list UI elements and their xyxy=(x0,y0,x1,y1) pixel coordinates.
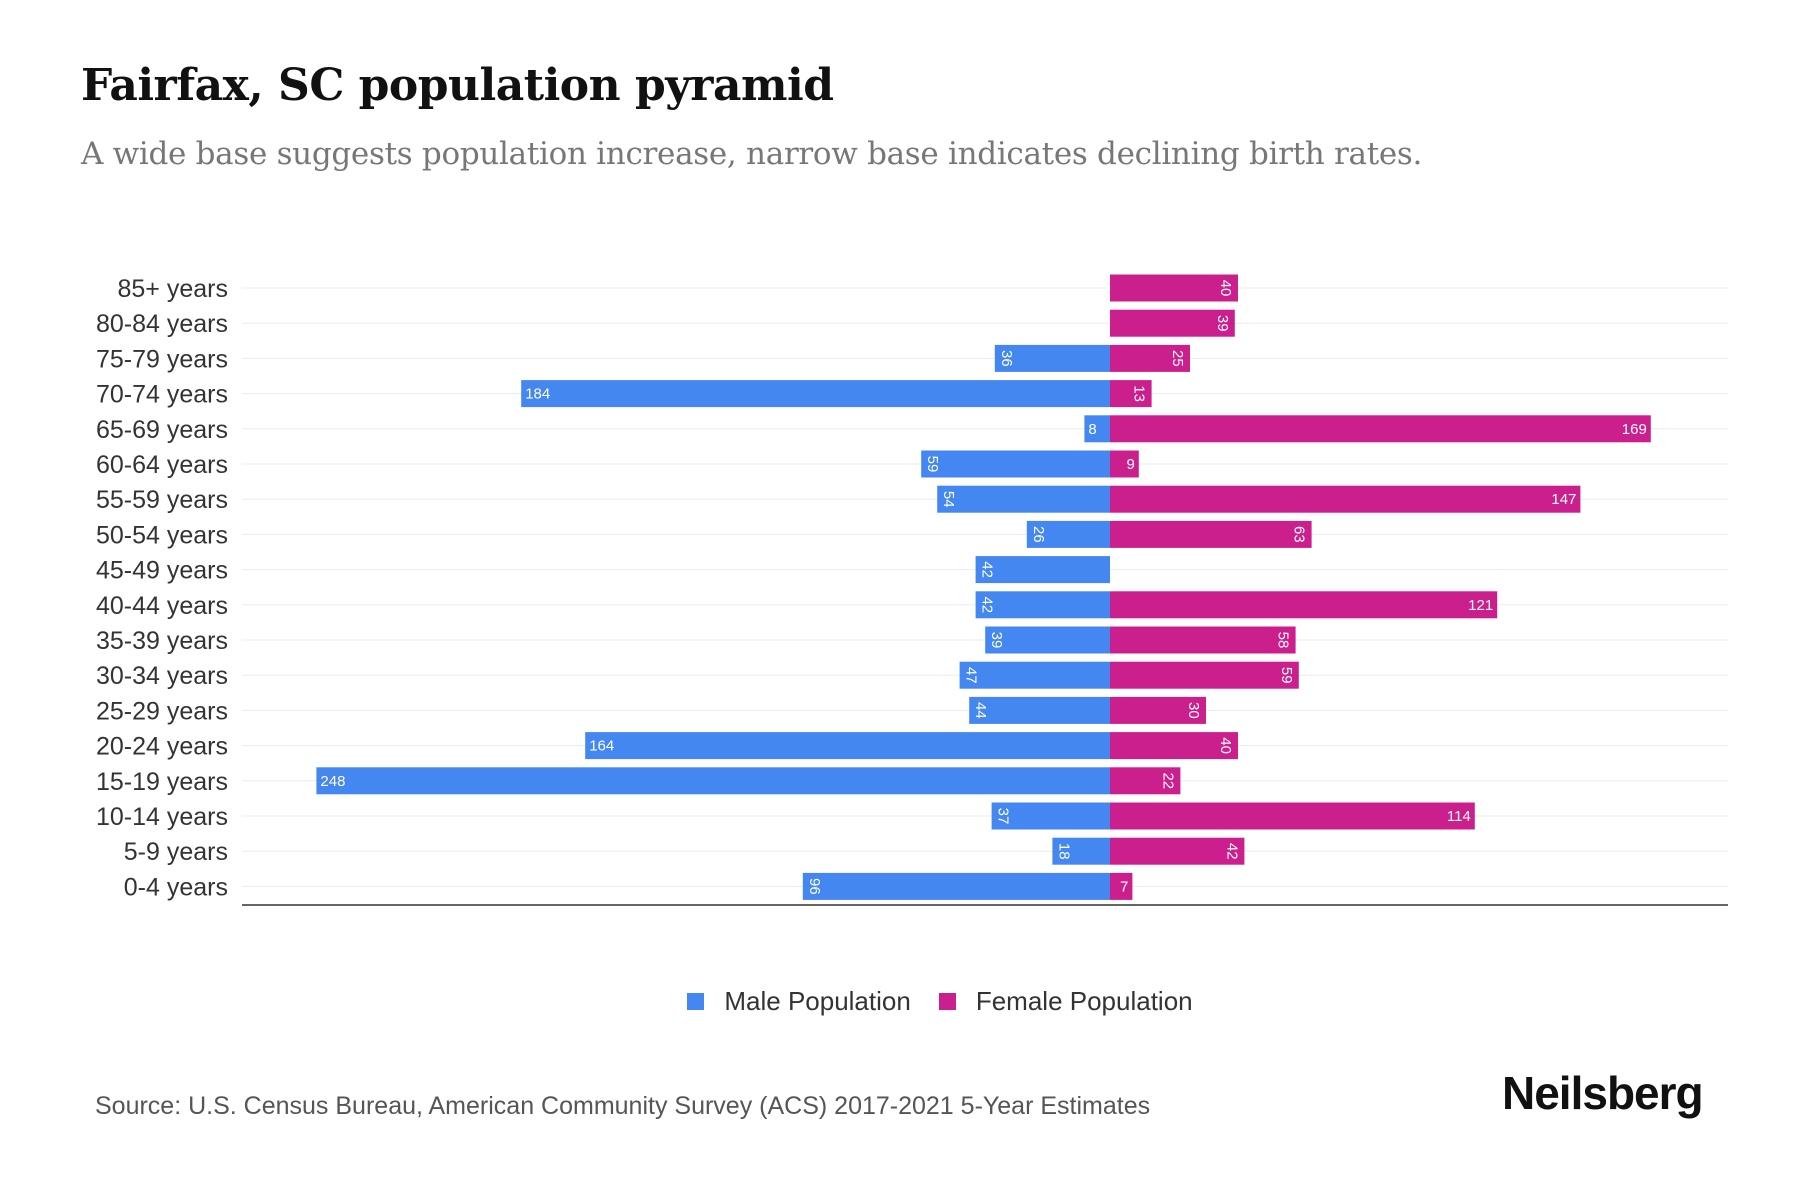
female-bar xyxy=(1110,837,1245,865)
legend: Male Population Female Population xyxy=(0,986,1800,1017)
female-bar xyxy=(1110,450,1139,478)
female-bar xyxy=(1110,415,1651,443)
female-bar xyxy=(1110,344,1190,372)
y-tick-label: 80-84 years xyxy=(96,310,228,338)
y-tick-label: 85+ years xyxy=(118,275,229,303)
female-bar xyxy=(1110,591,1498,619)
data-label: 47 xyxy=(963,667,980,684)
y-tick-label: 70-74 years xyxy=(96,381,228,409)
male-bar xyxy=(316,767,1110,795)
data-label: 54 xyxy=(940,491,957,508)
y-tick-label: 50-54 years xyxy=(96,521,228,549)
data-label: 58 xyxy=(1275,632,1292,649)
data-label: 59 xyxy=(924,456,941,473)
data-label: 39 xyxy=(1214,315,1231,332)
data-label: 25 xyxy=(1169,350,1186,367)
y-tick-label: 25-29 years xyxy=(96,697,228,725)
data-label: 184 xyxy=(525,386,550,403)
male-bar xyxy=(969,696,1110,724)
male-bar xyxy=(975,556,1110,584)
data-label: 22 xyxy=(1159,772,1176,789)
y-tick-label: 10-14 years xyxy=(96,803,228,831)
chart-subtitle: A wide base suggests population increase… xyxy=(81,136,1423,172)
male-swatch xyxy=(687,993,705,1010)
female-bar xyxy=(1110,732,1238,760)
population-pyramid-chart: 85+ years 80-84 years 75-79 years 70-74 yea… xyxy=(96,274,1728,906)
data-label: 44 xyxy=(972,702,989,719)
female-bar xyxy=(1110,485,1581,513)
female-bar xyxy=(1110,767,1181,795)
male-bar xyxy=(585,732,1110,760)
male-bar xyxy=(959,661,1110,689)
legend-label-male: Male Population xyxy=(724,986,911,1016)
legend-item-male[interactable]: Male Population xyxy=(687,986,911,1017)
data-label: 42 xyxy=(979,596,996,613)
male-bar xyxy=(1026,520,1110,548)
y-tick-label: 0-4 years xyxy=(124,873,228,901)
data-label: 40 xyxy=(1217,280,1234,297)
data-label: 42 xyxy=(979,561,996,578)
male-bar xyxy=(991,802,1110,830)
data-label: 40 xyxy=(1217,737,1234,754)
data-label: 42 xyxy=(1223,843,1240,860)
male-bar xyxy=(975,591,1110,619)
y-tick-label: 45-49 years xyxy=(96,557,228,585)
data-label: 147 xyxy=(1551,491,1576,508)
data-label: 248 xyxy=(320,773,345,790)
female-swatch xyxy=(938,993,956,1010)
data-label: 37 xyxy=(995,808,1012,825)
data-label: 114 xyxy=(1447,808,1471,825)
female-bar xyxy=(1110,802,1475,830)
data-label: 13 xyxy=(1131,385,1148,402)
male-bar xyxy=(1052,837,1110,865)
data-label: 8 xyxy=(1088,421,1096,438)
female-bar xyxy=(1110,661,1299,689)
data-label: 169 xyxy=(1622,421,1647,438)
data-label: 7 xyxy=(1120,878,1128,895)
y-tick-label: 65-69 years xyxy=(96,416,228,444)
female-bar xyxy=(1110,626,1296,654)
female-bar xyxy=(1110,696,1206,724)
female-bar xyxy=(1110,309,1235,337)
legend-item-female[interactable]: Female Population xyxy=(938,986,1193,1017)
male-bar xyxy=(921,450,1110,478)
y-tick-label: 30-34 years xyxy=(96,662,228,690)
female-bar xyxy=(1110,520,1312,548)
female-bar xyxy=(1110,872,1133,900)
y-tick-label: 60-64 years xyxy=(96,451,228,479)
male-bar xyxy=(521,380,1110,408)
source-note: Source: U.S. Census Bureau, American Com… xyxy=(95,1092,1151,1120)
data-label: 96 xyxy=(806,878,823,895)
data-label: 9 xyxy=(1126,456,1134,473)
male-bar xyxy=(985,626,1110,654)
legend-label-female: Female Population xyxy=(975,986,1193,1016)
data-label: 30 xyxy=(1185,702,1202,719)
male-bar xyxy=(937,485,1110,513)
data-label: 26 xyxy=(1030,526,1047,543)
data-label: 59 xyxy=(1278,667,1295,684)
data-label: 36 xyxy=(998,350,1015,367)
neilsberg-logo: Neilsberg xyxy=(1502,1067,1704,1119)
data-label: 121 xyxy=(1468,597,1493,614)
male-bar xyxy=(1084,415,1110,443)
data-label: 39 xyxy=(988,632,1005,649)
data-label: 18 xyxy=(1055,843,1072,860)
y-tick-label: 35-39 years xyxy=(96,627,228,655)
y-tick-label: 55-59 years xyxy=(96,486,228,514)
female-bar xyxy=(1110,380,1152,408)
male-bar xyxy=(802,872,1110,900)
male-bar xyxy=(994,344,1110,372)
y-tick-label: 20-24 years xyxy=(96,733,228,761)
data-label: 164 xyxy=(589,738,614,755)
chart-title: Fairfax, SC population pyramid xyxy=(81,60,834,111)
y-tick-label: 40-44 years xyxy=(96,592,228,620)
y-tick-label: 15-19 years xyxy=(96,768,228,796)
y-tick-label: 75-79 years xyxy=(96,345,228,373)
y-tick-label: 5-9 years xyxy=(124,838,228,866)
data-label: 63 xyxy=(1291,526,1308,543)
female-bar xyxy=(1110,274,1238,302)
